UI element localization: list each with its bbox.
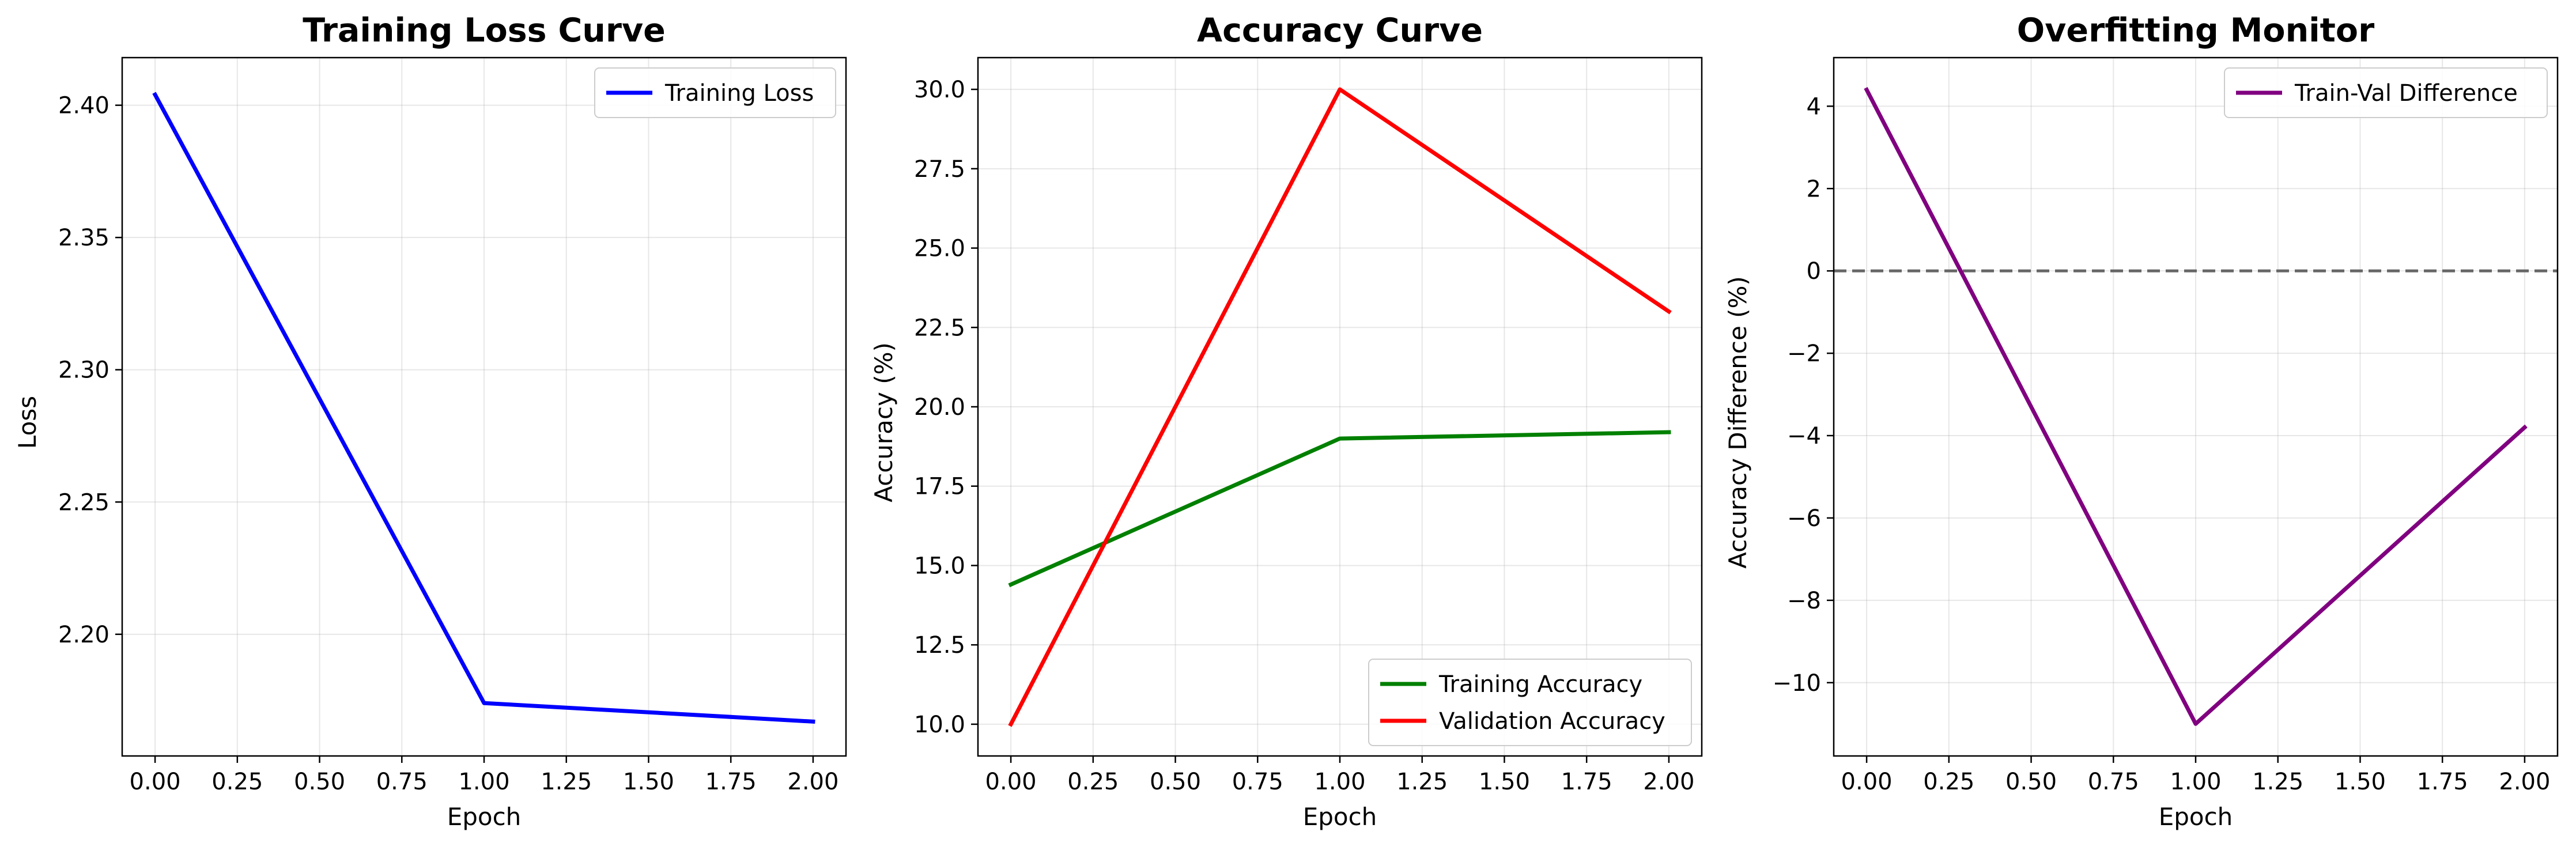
x-tick-label: 0.00 <box>1841 769 1893 795</box>
y-tick-label: 20.0 <box>914 394 965 421</box>
legend: Training Accuracy Validation Accuracy <box>1368 659 1692 746</box>
legend-box <box>2224 67 2548 118</box>
y-tick-label: −6 <box>1787 505 1821 532</box>
x-tick-label: 0.25 <box>211 769 263 795</box>
legend: Train-Val Difference <box>2224 67 2548 118</box>
x-tick-label: 0.00 <box>985 769 1037 795</box>
series-line <box>1008 430 1671 588</box>
legend: Training Loss <box>594 67 836 118</box>
x-tick-label: 1.00 <box>1314 769 1365 795</box>
x-tick-label: 0.75 <box>1232 769 1283 795</box>
x-tick-label: 0.75 <box>2088 769 2139 795</box>
overfitting-chart: Overfitting Monitor Epoch Accuracy Diffe… <box>1724 12 2559 831</box>
y-tick-label: 17.5 <box>914 474 965 500</box>
series-line <box>1864 86 2528 726</box>
y-axis-label: Accuracy Difference (%) <box>1724 276 1752 569</box>
chart-title: Accuracy Curve <box>1197 12 1483 50</box>
x-tick-label: 1.00 <box>2170 769 2221 795</box>
legend-label: Train-Val Difference <box>2294 80 2518 107</box>
legend-label: Training Accuracy <box>1438 671 1642 698</box>
x-tick-label: 1.75 <box>1561 769 1612 795</box>
legend-box <box>594 67 836 118</box>
x-tick-label: 1.25 <box>541 769 592 795</box>
y-tick-label: −8 <box>1787 588 1821 614</box>
x-tick-label: 0.50 <box>1150 769 1201 795</box>
x-tick-label: 1.50 <box>623 769 674 795</box>
y-tick-label: −10 <box>1773 670 1821 697</box>
y-tick-label: 2 <box>1807 176 1821 202</box>
x-tick-label: 2.00 <box>2499 769 2550 795</box>
y-tick-label: 4 <box>1807 93 1821 120</box>
series-line <box>152 92 815 724</box>
legend-box <box>1368 659 1692 746</box>
x-tick-label: 1.50 <box>2335 769 2386 795</box>
x-axis-label: Epoch <box>1303 803 1377 831</box>
chart-title: Training Loss Curve <box>303 12 666 50</box>
accuracy-chart: Accuracy Curve Epoch Accuracy (%) 0.00 0.… <box>870 12 1703 831</box>
y-tick-label: 2.30 <box>58 357 109 384</box>
y-tick-label: −2 <box>1787 341 1821 367</box>
y-tick-label: 25.0 <box>914 236 965 262</box>
y-tick-label: 12.5 <box>914 632 965 659</box>
legend-label: Validation Accuracy <box>1439 708 1665 735</box>
x-tick-label: 1.25 <box>1396 769 1448 795</box>
x-tick-label: 1.50 <box>1479 769 1530 795</box>
y-tick-label: 15.0 <box>914 553 965 579</box>
x-tick-label: 0.50 <box>294 769 345 795</box>
y-tick-label: 0 <box>1807 258 1821 285</box>
x-tick-label: 1.75 <box>705 769 757 795</box>
y-tick-label: 10.0 <box>914 712 965 738</box>
y-tick-label: 2.40 <box>58 93 109 119</box>
x-tick-label: 0.75 <box>376 769 428 795</box>
y-tick-label: −4 <box>1787 423 1821 449</box>
legend-label: Training Loss <box>664 80 814 107</box>
y-axis-label: Loss <box>13 396 41 449</box>
x-tick-label: 0.25 <box>1067 769 1119 795</box>
chart-title: Overfitting Monitor <box>2017 12 2374 50</box>
x-tick-label: 2.00 <box>787 769 838 795</box>
x-tick-label: 0.50 <box>2005 769 2057 795</box>
y-tick-label: 30.0 <box>914 77 965 103</box>
y-axis-label: Accuracy (%) <box>870 342 898 502</box>
y-tick-label: 2.35 <box>58 225 109 251</box>
x-tick-label: 1.00 <box>458 769 509 795</box>
y-tick-label: 2.25 <box>58 489 109 516</box>
x-tick-label: 0.25 <box>1923 769 1974 795</box>
series-line <box>1008 87 1672 727</box>
y-tick-label: 2.20 <box>58 622 109 648</box>
x-axis-label: Epoch <box>2159 803 2233 831</box>
grid <box>978 58 1702 756</box>
y-tick-label: 22.5 <box>914 315 965 341</box>
x-tick-label: 2.00 <box>1643 769 1694 795</box>
y-tick-label: 27.5 <box>914 156 965 183</box>
loss-chart: Training Loss Curve Epoch Loss 0.00 0.25 0… <box>13 12 847 831</box>
x-axis-label: Epoch <box>447 803 522 831</box>
x-tick-label: 0.00 <box>130 769 181 795</box>
x-tick-label: 1.75 <box>2417 769 2468 795</box>
x-tick-label: 1.25 <box>2252 769 2303 795</box>
